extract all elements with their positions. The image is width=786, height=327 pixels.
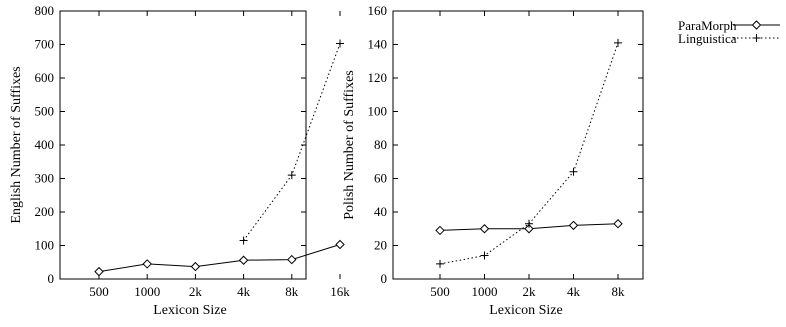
series-layer (435, 38, 623, 268)
plus-marker (752, 34, 761, 42)
x-axis-label: Lexicon Size (489, 303, 562, 318)
legend-entry-linguistica: Linguistica (678, 31, 780, 46)
axis-ticks: 0 100 200 300 400 500 600 700 800 500 1000 2k 4k 8k 16… (35, 3, 351, 299)
data-point-paramorph (568, 220, 579, 231)
x-tick-label: 8k (285, 284, 299, 299)
y-tick-label: 0 (48, 271, 55, 286)
y-axis-label: English Number of Suffixes (9, 66, 24, 223)
series-line-paramorph (98, 244, 341, 273)
data-point-linguistica (287, 171, 296, 180)
y-tick-label: 140 (368, 37, 388, 52)
diamond-marker (751, 20, 762, 30)
y-tick-label: 20 (374, 238, 387, 253)
data-point-paramorph (524, 224, 534, 234)
data-point-linguistica (480, 251, 489, 260)
y-tick-label: 200 (35, 204, 55, 219)
y-tick-label: 100 (35, 238, 55, 253)
legend: ParaMorph Linguistica (678, 18, 780, 46)
y-tick-label: 80 (374, 137, 387, 152)
data-point-paramorph (287, 254, 297, 265)
x-tick-label: 4k (567, 284, 581, 299)
data-point-linguistica (436, 259, 444, 268)
data-point-linguistica (525, 219, 533, 228)
data-point-linguistica (569, 167, 578, 176)
legend-entry-paramorph: ParaMorph (678, 18, 780, 33)
plot-frame (59, 10, 307, 280)
x-axis-label: Lexicon Size (153, 303, 226, 318)
x-tick-label: 4k (237, 284, 251, 299)
data-point-linguistica (614, 38, 622, 47)
english-chart: 0 100 200 300 400 500 600 700 800 500 1000 2k 4k 8k 16… (9, 3, 350, 318)
x-tick-label: 8k (612, 284, 626, 299)
axis-ticks: 0 20 40 60 80 100 120 140 160 500 1000 2k 4k 8k (368, 3, 643, 299)
y-tick-label: 600 (35, 70, 55, 85)
data-point-paramorph (335, 239, 345, 250)
y-tick-label: 300 (35, 171, 55, 186)
x-tick-label: 2k (523, 284, 537, 299)
data-point-paramorph (613, 219, 623, 229)
data-point-paramorph (94, 266, 104, 277)
series-layer (94, 39, 345, 277)
y-tick-label: 700 (35, 37, 55, 52)
data-point-paramorph (190, 261, 201, 272)
data-point-paramorph (142, 259, 152, 269)
x-tick-label: 500 (89, 284, 109, 299)
polish-chart: 0 20 40 60 80 100 120 140 160 500 1000 2k 4k 8k Lexic… (342, 3, 644, 318)
data-point-paramorph (238, 255, 249, 265)
y-tick-label: 400 (35, 137, 55, 152)
data-point-paramorph (479, 224, 490, 234)
y-tick-label: 100 (368, 104, 388, 119)
x-tick-label: 1000 (472, 284, 498, 299)
legend-label: ParaMorph (678, 18, 737, 33)
x-tick-label: 1000 (134, 284, 160, 299)
data-point-paramorph (435, 225, 445, 236)
x-tick-label: 500 (430, 284, 450, 299)
data-point-linguistica (239, 236, 248, 245)
y-tick-label: 800 (35, 3, 55, 18)
y-tick-label: 60 (374, 171, 387, 186)
y-tick-label: 40 (374, 204, 387, 219)
y-tick-label: 160 (368, 3, 388, 18)
data-point-linguistica (336, 39, 344, 48)
y-tick-label: 500 (35, 104, 55, 119)
x-tick-label: 16k (330, 284, 350, 299)
plot-frame (392, 10, 644, 280)
series-line-linguistica (243, 43, 341, 241)
legend-label: Linguistica (678, 31, 737, 46)
y-axis-label: Polish Number of Suffixes (342, 70, 357, 219)
y-tick-label: 120 (368, 70, 388, 85)
y-tick-label: 0 (381, 271, 388, 286)
x-tick-label: 2k (189, 284, 203, 299)
